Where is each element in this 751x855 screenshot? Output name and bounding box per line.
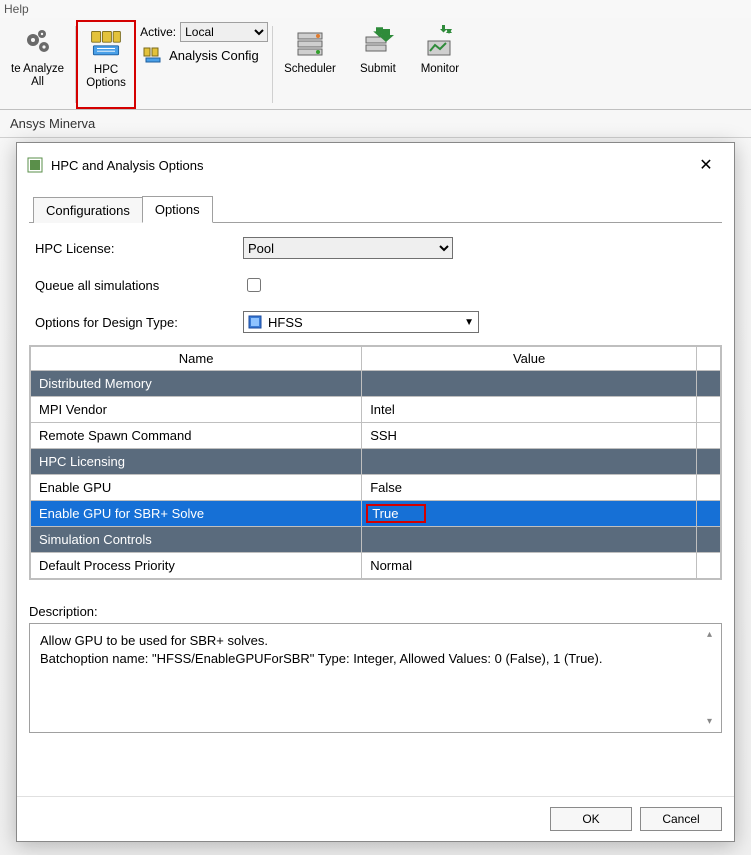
cancel-button[interactable]: Cancel [640,807,722,831]
cell-spacer [697,423,721,449]
cell-spacer [697,397,721,423]
cell-value [362,371,697,397]
cell-value: True [362,501,697,527]
hpc-options-dialog: HPC and Analysis Options ✕ Configuration… [16,142,735,842]
scheduler-icon [292,25,328,61]
cell-spacer [697,475,721,501]
analysis-config-label: Analysis Config [169,48,259,63]
analyze-all-label: te Analyze All [11,63,64,89]
ribbon-group-monitor: Monitor [409,20,471,109]
cell-spacer [697,527,721,553]
submit-label: Submit [360,63,396,76]
hfss-icon [248,315,262,329]
hpc-servers-icon [88,26,124,62]
cell-value: Intel [362,397,697,423]
monitor-label: Monitor [421,63,459,76]
help-menu-hint: Help [0,0,751,18]
cell-spacer [697,449,721,475]
table-row: HPC Licensing [31,449,721,475]
analysis-config-button[interactable]: Analysis Config [140,44,262,66]
cell-spacer [697,501,721,527]
cell-name: MPI Vendor [31,397,362,423]
active-config-select[interactable]: Local [180,22,268,42]
ok-button[interactable]: OK [550,807,632,831]
cell-name: Enable GPU [31,475,362,501]
col-name-header: Name [31,347,362,371]
cell-value: False [362,475,697,501]
ribbon-group-analyze: te Analyze All [0,20,75,109]
hpc-options-button[interactable]: HPC Options [81,23,131,93]
dialog-footer: OK Cancel [17,796,734,841]
queue-simulations-checkbox[interactable] [247,278,261,292]
ansys-minerva-label: Ansys Minerva [0,110,751,138]
gears-icon [20,25,56,61]
cell-value: Normal [362,553,697,579]
dialog-tabs: Configurations Options [29,195,722,223]
close-icon: ✕ [699,155,712,175]
analyze-all-button[interactable]: te Analyze All [6,22,69,92]
table-row[interactable]: Enable GPU for SBR+ SolveTrue [31,501,721,527]
submit-icon [360,25,396,61]
cell-name: Simulation Controls [31,527,362,553]
cell-spacer [697,371,721,397]
monitor-button[interactable]: Monitor [415,22,465,79]
table-row[interactable]: Default Process PriorityNormal [31,553,721,579]
description-label: Description: [29,604,722,619]
cell-value: SSH [362,423,697,449]
cell-name: Distributed Memory [31,371,362,397]
table-row[interactable]: Enable GPUFalse [31,475,721,501]
table-row: Simulation Controls [31,527,721,553]
queue-simulations-label: Queue all simulations [35,278,235,293]
submit-button[interactable]: Submit [353,22,403,79]
ribbon-group-hpc: HPC Options [76,20,136,109]
description-text: Allow GPU to be used for SBR+ solves. Ba… [40,632,711,667]
servers-small-icon [143,46,165,64]
col-spacer [697,347,721,371]
options-table-wrap: Name Value Distributed MemoryMPI VendorI… [29,345,722,580]
cell-name: HPC Licensing [31,449,362,475]
monitor-icon [422,25,458,61]
close-button[interactable]: ✕ [688,151,724,179]
dialog-title: HPC and Analysis Options [51,158,203,173]
table-row: Distributed Memory [31,371,721,397]
cell-value [362,527,697,553]
ribbon: te Analyze All HPC Options Active: Lo [0,18,751,110]
app-small-icon [27,157,43,173]
tab-configurations[interactable]: Configurations [33,197,143,223]
table-row[interactable]: MPI VendorIntel [31,397,721,423]
cell-name: Default Process Priority [31,553,362,579]
scheduler-button[interactable]: Scheduler [279,22,341,79]
design-type-select[interactable]: HFSS ▼ [243,311,479,333]
ribbon-side-config: Active: Local Analysis Config [136,20,272,109]
cell-name: Remote Spawn Command [31,423,362,449]
chevron-down-icon: ▼ [464,317,474,328]
tab-options[interactable]: Options [142,196,213,223]
description-box: Allow GPU to be used for SBR+ solves. Ba… [29,623,722,733]
cell-spacer [697,553,721,579]
scheduler-label: Scheduler [284,63,336,76]
cell-value [362,449,697,475]
table-row[interactable]: Remote Spawn CommandSSH [31,423,721,449]
dialog-titlebar: HPC and Analysis Options ✕ [17,143,734,187]
hpc-license-select[interactable]: Pool [243,237,453,259]
active-label: Active: [140,25,176,39]
ribbon-group-scheduler: Scheduler [273,20,347,109]
hpc-license-label: HPC License: [35,241,235,256]
design-type-value: HFSS [268,315,303,330]
hpc-options-label: HPC Options [86,64,126,90]
description-scroll-hint: ▴▾ [707,628,719,728]
ribbon-group-submit: Submit [347,20,409,109]
col-value-header: Value [362,347,697,371]
options-table: Name Value Distributed MemoryMPI VendorI… [30,346,721,579]
design-type-label: Options for Design Type: [35,315,235,330]
cell-name: Enable GPU for SBR+ Solve [31,501,362,527]
